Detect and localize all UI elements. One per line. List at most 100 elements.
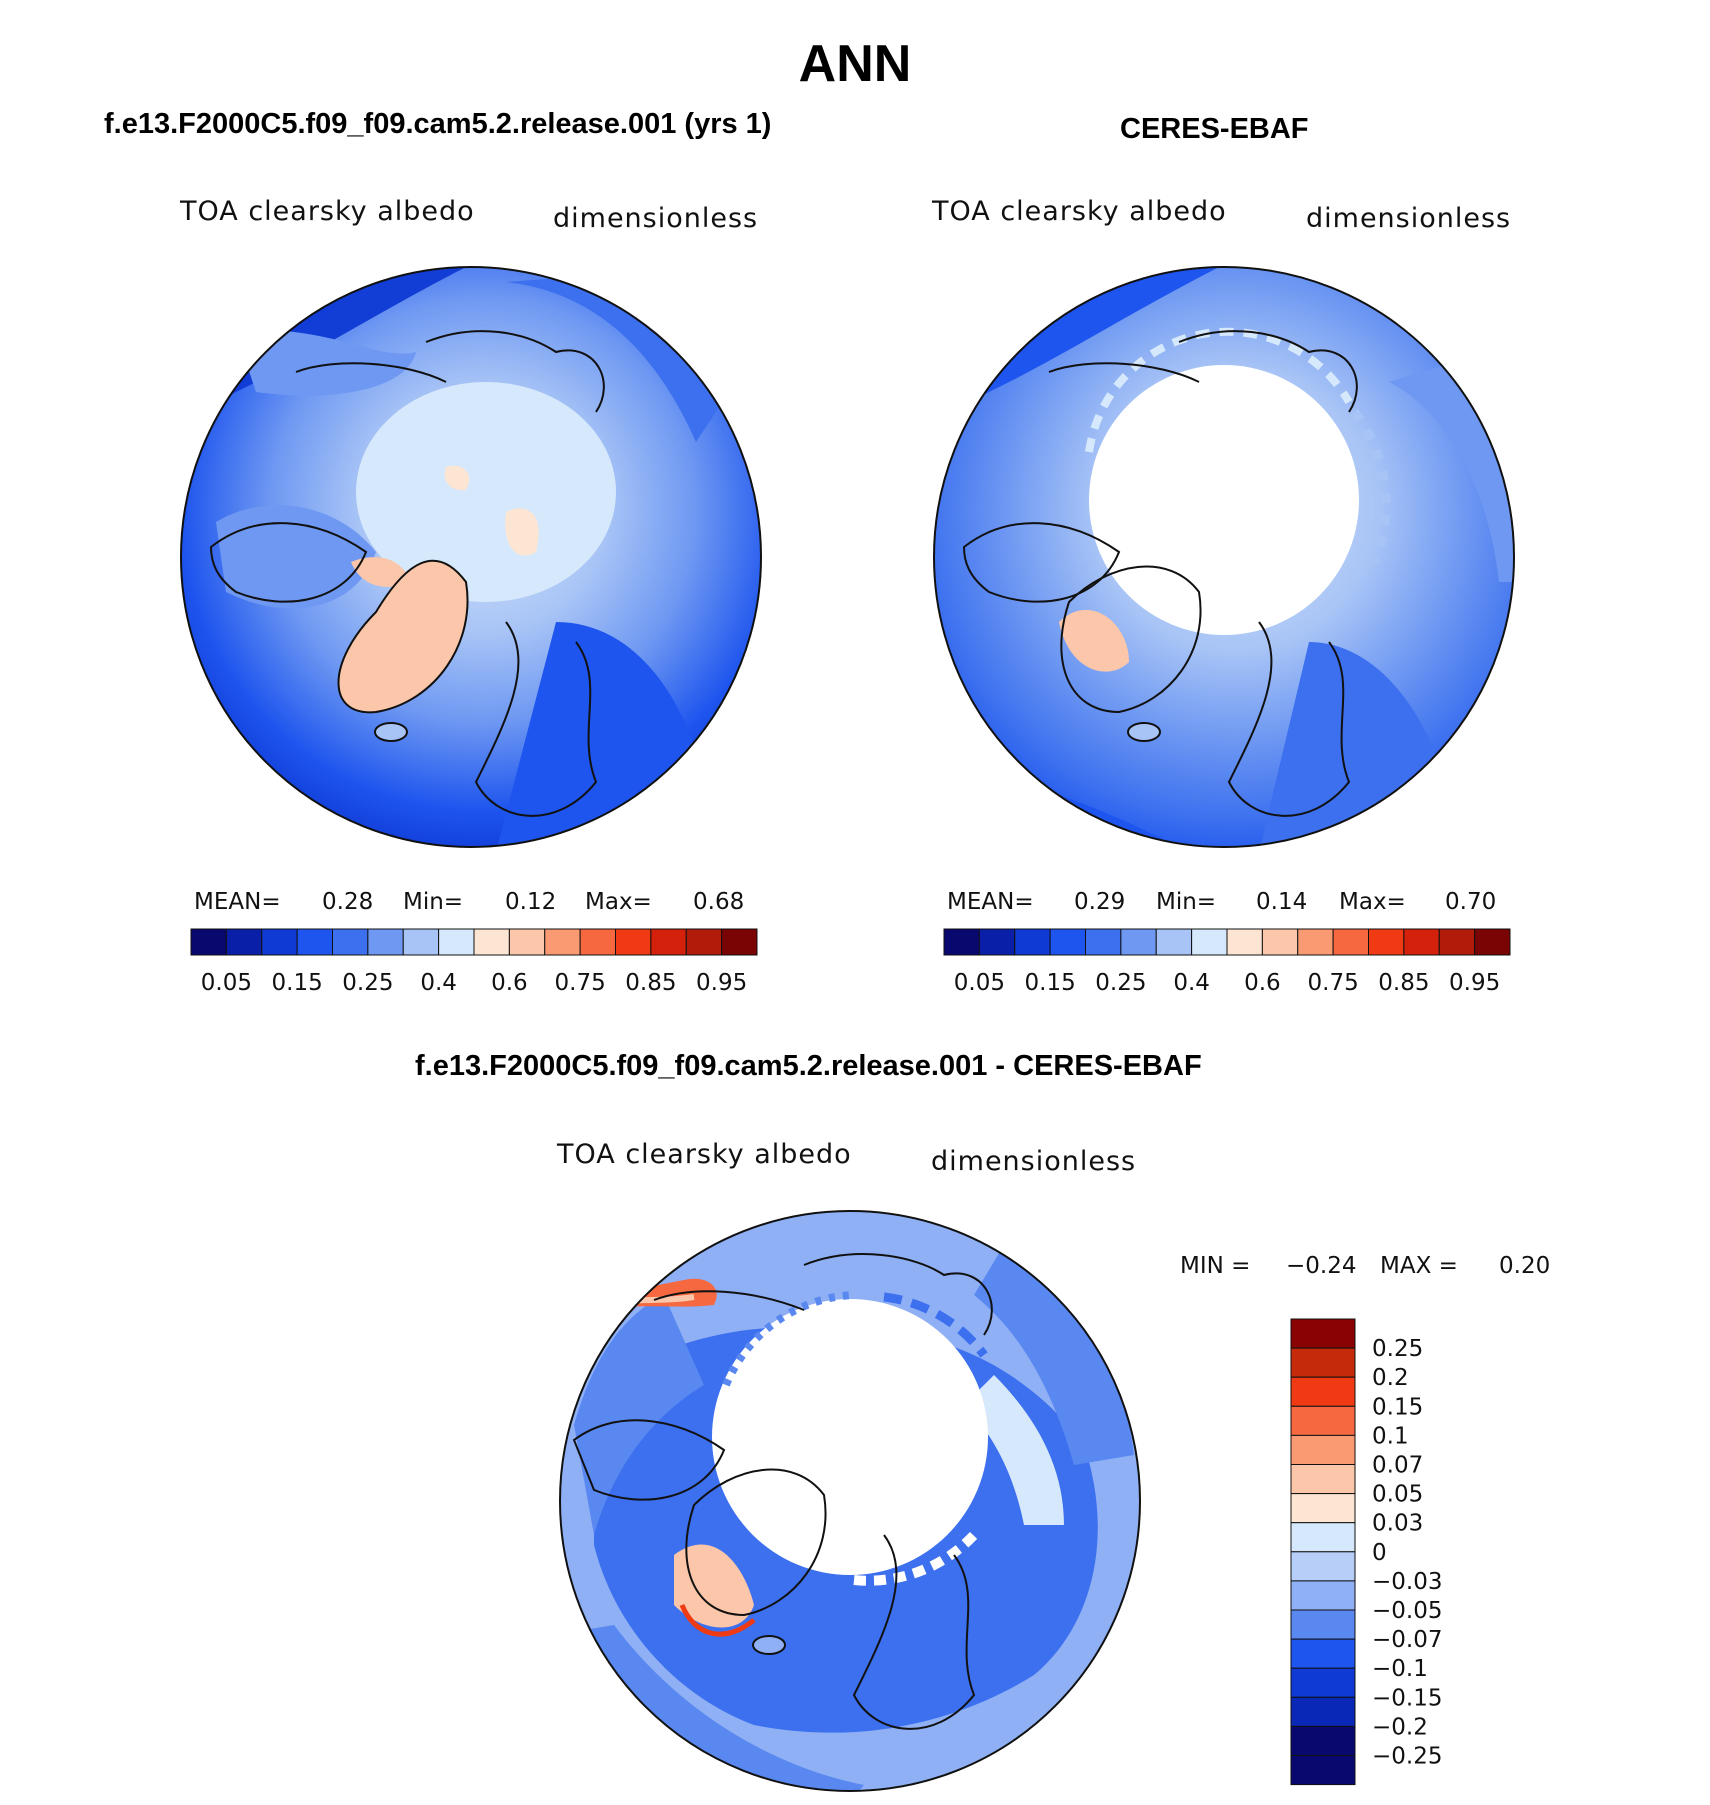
- diff-colorbar-label: 0.07: [1372, 1453, 1423, 1479]
- model-colorbar-box: [261, 928, 298, 956]
- obs-min-value: 0.14: [1256, 889, 1308, 915]
- model-colorbar: 0.05 0.15 0.25 0.4 0.6 0.75 0.85 0.95: [190, 928, 758, 996]
- obs-max-label: Max=: [1339, 889, 1406, 915]
- obs-colorbar-box: [1014, 928, 1051, 956]
- diff-colorbar-label: −0.03: [1372, 1569, 1442, 1595]
- diff-colorbar-box: [1290, 1725, 1356, 1756]
- model-panel-title: f.e13.F2000C5.f09_f09.cam5.2.release.001…: [104, 108, 772, 140]
- model-min-label: Min=: [403, 889, 464, 915]
- model-colorbar-box: [685, 928, 723, 956]
- diff-max-label: MAX =: [1380, 1253, 1458, 1279]
- model-variable-label: TOA clearsky albedo: [180, 196, 475, 227]
- diff-colorbar-label: −0.2: [1372, 1714, 1428, 1740]
- obs-max-value: 0.70: [1445, 889, 1497, 915]
- diff-colorbar-label: −0.25: [1372, 1744, 1442, 1770]
- diff-colorbar-label: 0.03: [1372, 1511, 1423, 1537]
- diff-variable-label: TOA clearsky albedo: [557, 1139, 852, 1170]
- diff-colorbar-box: [1290, 1376, 1356, 1407]
- diff-min-label: MIN =: [1180, 1253, 1251, 1279]
- obs-colorbar-box: [1261, 928, 1299, 956]
- diff-colorbar-box: [1290, 1405, 1356, 1436]
- diff-max-value: 0.20: [1499, 1253, 1551, 1279]
- obs-mean-value: 0.29: [1074, 889, 1126, 915]
- diff-colorbar-label: 0.05: [1372, 1482, 1423, 1508]
- diff-colorbar-label: −0.15: [1372, 1685, 1442, 1711]
- model-colorbar-box: [473, 928, 510, 956]
- diff-colorbar-box: [1290, 1493, 1356, 1524]
- model-colorbar-box: [367, 928, 404, 956]
- model-colorbar-box: [438, 928, 475, 956]
- obs-colorbar-label: 0.75: [1308, 970, 1359, 996]
- obs-mean-label: MEAN=: [947, 889, 1034, 915]
- diff-units-label: dimensionless: [931, 1146, 1137, 1177]
- obs-polar-map: [933, 266, 1515, 848]
- model-mean-label: MEAN=: [194, 889, 281, 915]
- model-colorbar-label: 0.25: [342, 970, 393, 996]
- model-colorbar-box: [332, 928, 369, 956]
- diff-panel-title: f.e13.F2000C5.f09_f09.cam5.2.release.001…: [415, 1050, 1202, 1082]
- diff-colorbar-label: −0.05: [1372, 1598, 1442, 1624]
- obs-colorbar-box: [1368, 928, 1405, 956]
- diff-colorbar-label: 0.25: [1372, 1336, 1423, 1362]
- model-colorbar-label: 0.75: [555, 970, 606, 996]
- obs-colorbar-label: 0.6: [1244, 970, 1281, 996]
- obs-variable-label: TOA clearsky albedo: [932, 196, 1227, 227]
- obs-colorbar-label: 0.95: [1449, 970, 1500, 996]
- model-units-label: dimensionless: [553, 203, 759, 234]
- diff-colorbar-box: [1290, 1609, 1356, 1640]
- model-mean-value: 0.28: [322, 889, 374, 915]
- diff-colorbar-box: [1290, 1667, 1356, 1698]
- diff-colorbar-box: [1290, 1580, 1356, 1611]
- obs-colorbar-box: [1403, 928, 1440, 956]
- model-colorbar-label: 0.05: [201, 970, 252, 996]
- diff-colorbar: 0.25 0.2 0.15 0.1 0.07 0.05 0.03 0 −0.03 −0.05 −0.…: [1290, 1318, 1442, 1786]
- diff-colorbar-box: [1290, 1318, 1356, 1349]
- diff-colorbar-box: [1290, 1696, 1356, 1727]
- diff-colorbar-box: [1290, 1755, 1356, 1786]
- obs-colorbar-box: [978, 928, 1016, 956]
- model-colorbar-box: [296, 928, 333, 956]
- obs-colorbar-label: 0.15: [1025, 970, 1076, 996]
- obs-colorbar-label: 0.4: [1173, 970, 1210, 996]
- diff-colorbar-label: 0.15: [1372, 1394, 1423, 1420]
- diff-colorbar-box: [1290, 1434, 1356, 1466]
- model-colorbar-box: [225, 928, 263, 956]
- main-title: ANN: [798, 35, 912, 93]
- diff-colorbar-label: −0.1: [1372, 1656, 1428, 1682]
- obs-min-label: Min=: [1156, 889, 1217, 915]
- diff-colorbar-box: [1290, 1638, 1356, 1669]
- diff-colorbar-box: [1290, 1464, 1356, 1495]
- obs-colorbar-box: [1049, 928, 1086, 956]
- model-min-value: 0.12: [505, 889, 557, 915]
- obs-colorbar-box: [1474, 928, 1511, 956]
- obs-colorbar-box: [1438, 928, 1476, 956]
- diff-polar-map: [559, 1210, 1141, 1792]
- model-max-label: Max=: [585, 889, 652, 915]
- obs-colorbar-box: [1085, 928, 1122, 956]
- obs-panel-title: CERES-EBAF: [1120, 113, 1309, 145]
- obs-colorbar-box: [1297, 928, 1334, 956]
- diff-colorbar-label: 0.2: [1372, 1365, 1409, 1391]
- obs-colorbar-box: [1155, 928, 1193, 956]
- model-polar-map: [180, 266, 762, 848]
- obs-colorbar-label: 0.85: [1378, 970, 1429, 996]
- obs-colorbar-box: [1120, 928, 1157, 956]
- model-colorbar-label: 0.6: [491, 970, 528, 996]
- model-colorbar-box: [650, 928, 687, 956]
- model-colorbar-label: 0.85: [625, 970, 676, 996]
- model-colorbar-box: [721, 928, 758, 956]
- diff-min-value: −0.24: [1286, 1253, 1357, 1279]
- diff-colorbar-label: 0: [1372, 1540, 1387, 1566]
- obs-units-label: dimensionless: [1306, 203, 1512, 234]
- model-max-value: 0.68: [693, 889, 745, 915]
- model-colorbar-box: [615, 928, 652, 956]
- model-colorbar-box: [190, 928, 227, 956]
- model-colorbar-label: 0.4: [420, 970, 457, 996]
- model-colorbar-label: 0.15: [272, 970, 323, 996]
- model-colorbar-box: [402, 928, 440, 956]
- obs-colorbar-box: [1191, 928, 1228, 956]
- model-colorbar-label: 0.95: [696, 970, 747, 996]
- model-colorbar-box: [508, 928, 546, 956]
- model-colorbar-box: [579, 928, 616, 956]
- obs-colorbar-label: 0.25: [1095, 970, 1146, 996]
